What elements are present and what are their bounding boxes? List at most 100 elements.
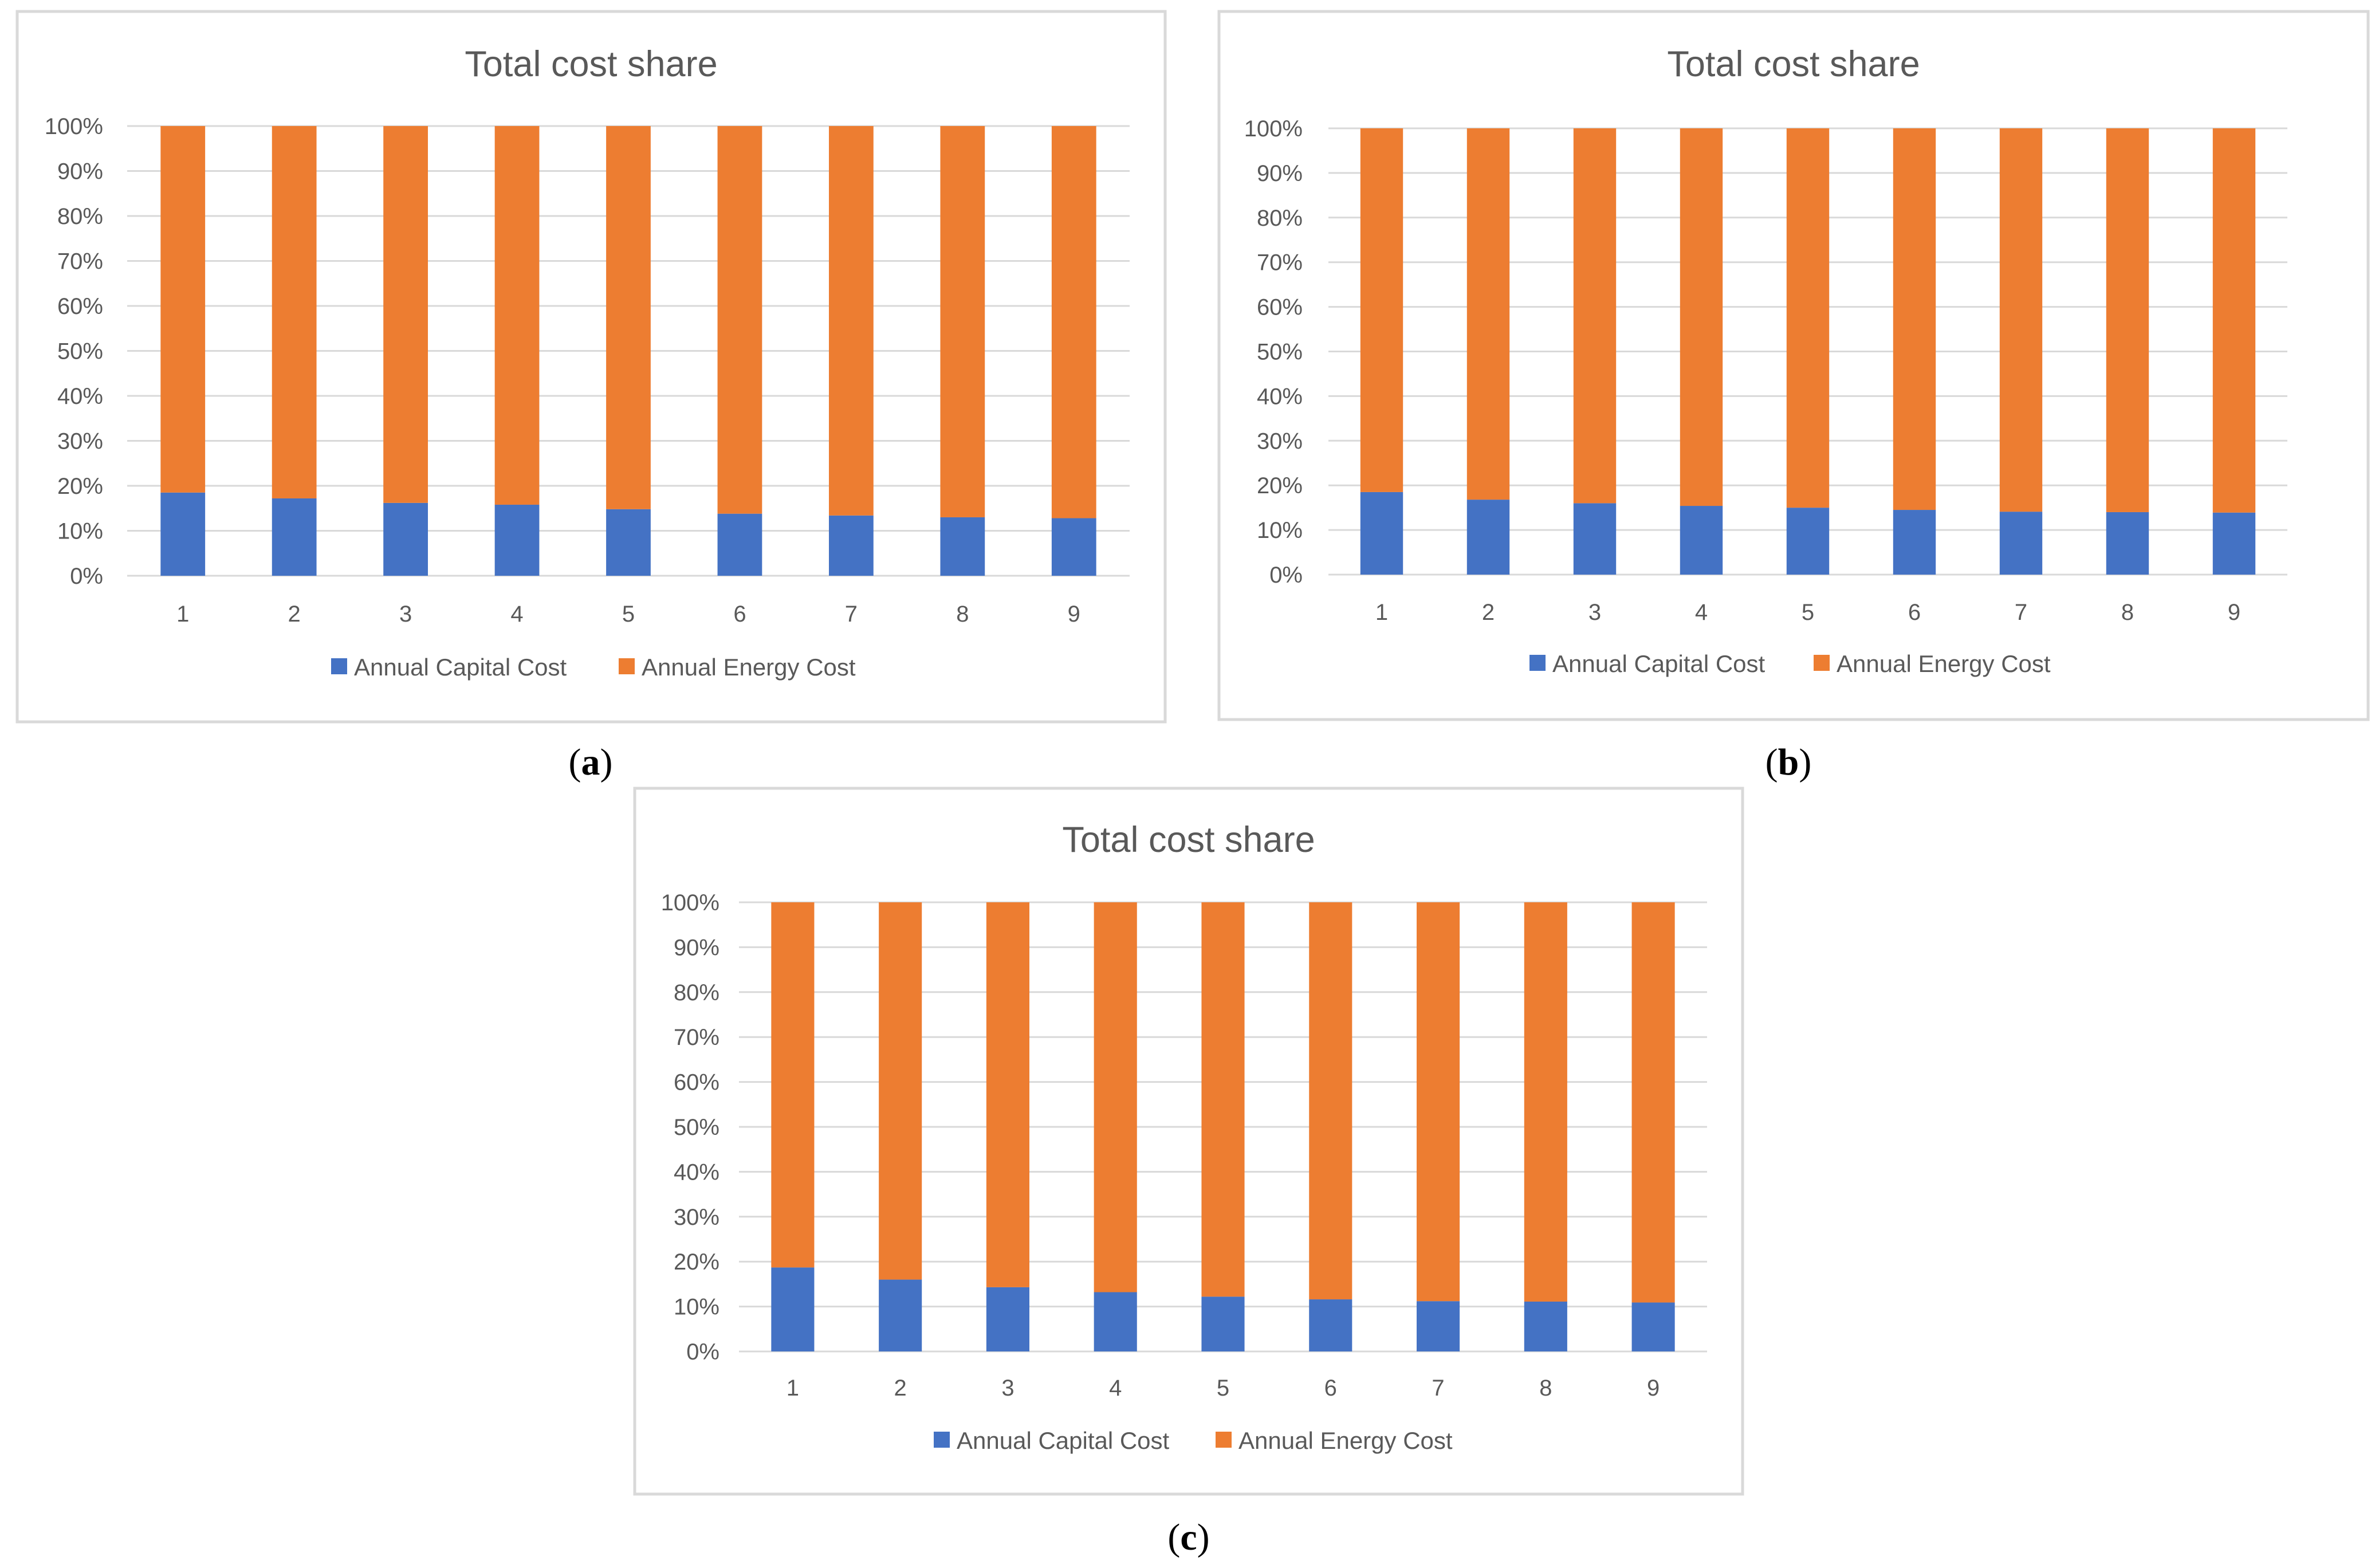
x-tick-label: 1 [176,602,189,627]
capital-cost-bar-7 [829,515,874,576]
x-tick-label: 8 [1539,1376,1552,1401]
y-tick-label: 0% [1269,563,1303,588]
energy-cost-bar-3 [383,126,428,503]
energy-cost-bar-9 [1631,902,1675,1303]
panel-caption: (b) [1765,741,1812,783]
chart-title: Total cost share [465,44,717,84]
energy-cost-bar-1 [771,902,815,1268]
y-tick-label: 50% [674,1115,719,1140]
capital-cost-bar-9 [1631,1302,1675,1351]
x-tick-label: 6 [1324,1376,1337,1401]
legend-label: Annual Energy Cost [642,654,856,681]
legend-swatch [1216,1432,1232,1448]
x-tick-label: 3 [1588,600,1601,625]
y-tick-label: 80% [57,204,103,229]
capital-cost-bar-6 [1309,1299,1352,1351]
y-tick-label: 20% [674,1249,719,1275]
capital-cost-bar-7 [1417,1301,1460,1351]
x-tick-label: 4 [1695,600,1708,625]
x-tick-label: 1 [787,1376,799,1401]
x-tick-label: 9 [1647,1376,1660,1401]
x-tick-label: 9 [2228,600,2240,625]
x-tick-label: 3 [1001,1376,1014,1401]
x-tick-label: 7 [2015,600,2027,625]
y-tick-label: 20% [1257,473,1303,498]
y-tick-label: 0% [686,1339,719,1365]
legend-swatch [1529,655,1546,671]
capital-cost-bar-1 [771,1267,815,1351]
capital-cost-bar-5 [1201,1296,1245,1351]
energy-cost-bar-5 [1201,902,1245,1297]
x-tick-label: 9 [1068,602,1080,627]
y-tick-label: 90% [674,935,719,960]
capital-cost-bar-1 [1360,492,1403,575]
x-tick-label: 1 [1375,600,1388,625]
x-tick-label: 5 [1802,600,1814,625]
legend-swatch [1814,655,1830,671]
energy-cost-bar-5 [1786,128,1830,508]
energy-cost-bar-4 [494,126,540,505]
chart-panel-b: Total cost share 0% 10% 20% 30% 40% 50% 60% 70% 8… [1217,10,2370,783]
y-tick-label: 30% [57,429,103,454]
energy-cost-bar-2 [1466,128,1510,500]
energy-cost-bar-8 [2106,128,2149,512]
energy-cost-bar-1 [160,126,206,493]
energy-cost-bar-6 [1893,128,1936,510]
y-tick-label: 20% [57,474,103,499]
y-tick-label: 40% [57,384,103,409]
y-tick-label: 70% [674,1025,719,1050]
y-tick-label: 40% [674,1160,719,1185]
capital-cost-bar-9 [1051,518,1096,576]
energy-cost-bar-6 [1309,902,1352,1300]
y-tick-label: 70% [1257,250,1303,276]
capital-cost-bar-8 [2106,512,2149,575]
energy-cost-bar-4 [1094,902,1137,1292]
energy-cost-bar-8 [1524,902,1567,1302]
capital-cost-bar-2 [272,498,317,576]
y-tick-label: 90% [57,159,103,184]
capital-cost-bar-4 [494,504,540,576]
y-tick-label: 50% [1257,340,1303,365]
y-tick-label: 30% [674,1205,719,1230]
capital-cost-bar-3 [986,1287,1029,1351]
capital-cost-bar-6 [717,513,762,576]
capital-cost-bar-5 [1786,508,1830,575]
energy-cost-bar-7 [829,126,874,516]
energy-cost-bar-3 [1573,128,1617,504]
capital-cost-bar-8 [940,517,985,576]
energy-cost-bar-4 [1680,128,1723,506]
x-tick-label: 6 [733,602,746,627]
x-tick-label: 4 [1109,1376,1122,1401]
capital-cost-bar-1 [160,492,206,576]
y-tick-label: 100% [661,890,719,915]
energy-cost-bar-2 [879,902,922,1280]
x-tick-label: 2 [894,1376,907,1401]
y-tick-label: 90% [1257,161,1303,186]
panel-caption: (c) [1167,1516,1209,1558]
x-tick-label: 2 [288,602,301,627]
x-tick-label: 6 [1908,600,1921,625]
legend-label: Annual Capital Cost [957,1427,1170,1454]
capital-cost-bar-2 [879,1279,922,1351]
capital-cost-bar-8 [1524,1301,1567,1351]
y-tick-label: 10% [674,1295,719,1320]
capital-cost-bar-3 [383,502,428,576]
capital-cost-bar-4 [1094,1292,1137,1351]
panel-caption: (a) [569,741,613,783]
legend-swatch [331,658,347,674]
x-tick-label: 3 [399,602,412,627]
legend-swatch [934,1432,950,1448]
y-tick-label: 60% [57,294,103,319]
energy-cost-bar-6 [717,126,762,514]
y-tick-label: 60% [1257,295,1303,320]
y-tick-label: 70% [57,249,103,274]
legend-label: Annual Energy Cost [1238,1427,1453,1454]
chart-title: Total cost share [1667,44,1920,84]
x-tick-label: 8 [956,602,969,627]
legend-label: Annual Capital Cost [1552,650,1765,677]
capital-cost-bar-3 [1573,503,1617,575]
x-tick-label: 2 [1482,600,1495,625]
y-tick-label: 30% [1257,429,1303,454]
legend-swatch [619,658,635,674]
